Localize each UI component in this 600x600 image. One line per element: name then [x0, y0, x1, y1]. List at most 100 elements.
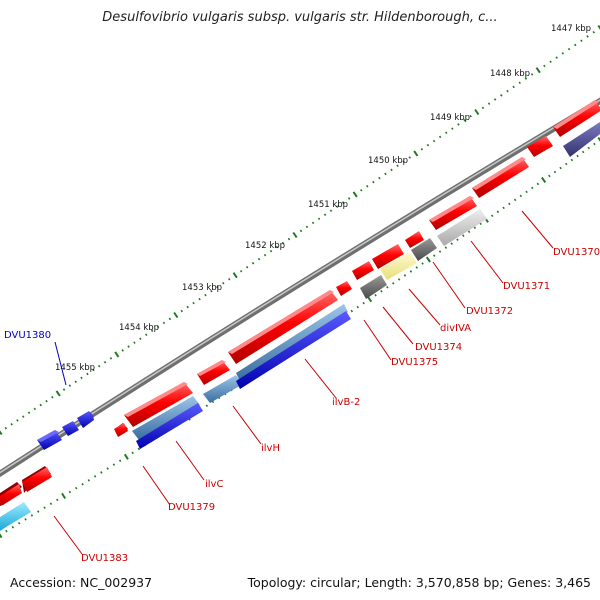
- minor-tick: [16, 419, 19, 422]
- minor-tick: [360, 189, 363, 192]
- gene-arrow: [0, 484, 22, 506]
- gene-arrow: [236, 304, 348, 381]
- minor-tick: [432, 139, 436, 143]
- gene-arrow: [405, 231, 424, 248]
- minor-tick: [366, 184, 369, 188]
- minor-tick: [92, 368, 95, 372]
- minor-tick: [438, 250, 442, 253]
- gene-arrow: [372, 244, 404, 269]
- minor-tick: [553, 170, 557, 174]
- minor-tick: [162, 321, 166, 325]
- minor-tick: [426, 143, 430, 147]
- gene-arrow: [236, 311, 351, 389]
- minor-tick: [487, 102, 491, 105]
- minor-tick: [559, 166, 562, 170]
- gene-arrow: [527, 136, 553, 157]
- genome-stats-text: Topology: circular; Length: 3,570,858 bp…: [247, 575, 591, 590]
- gene-arrow: [429, 196, 477, 230]
- minor-tick: [362, 301, 365, 305]
- genome-backbone: [0, 97, 600, 478]
- gene-label: DVU1374: [415, 342, 462, 353]
- major-tick: [597, 137, 600, 142]
- major-tick: [55, 390, 61, 397]
- minor-tick: [530, 73, 534, 76]
- minor-tick: [263, 253, 267, 257]
- minor-tick: [86, 372, 89, 376]
- gene-labels: DVU1370 DVU1371 DVU1372 divIVA DVU1374 D…: [81, 247, 600, 564]
- minor-tick: [37, 510, 40, 513]
- minor-tick: [549, 60, 552, 64]
- minor-tick: [444, 246, 448, 249]
- minor-tick: [97, 364, 101, 368]
- gene-arrow: [77, 411, 94, 428]
- dvu1380-genes: [37, 411, 94, 450]
- gene-arrow: [136, 403, 203, 449]
- minor-tick: [350, 309, 354, 313]
- gene-arrow: [336, 281, 352, 296]
- minor-tick: [299, 229, 303, 233]
- minor-tick: [17, 521, 21, 525]
- gene-label: DVU1372: [466, 306, 513, 317]
- minor-tick: [137, 447, 141, 451]
- minor-tick: [22, 415, 25, 418]
- major-tick: [597, 24, 600, 30]
- gene-arrow: [553, 100, 600, 137]
- minor-tick: [574, 43, 577, 47]
- minor-tick: [403, 274, 407, 277]
- minor-tick: [524, 77, 528, 80]
- minor-tick: [287, 237, 291, 241]
- major-tick: [352, 191, 358, 198]
- gene-label-dvu1380: DVU1380: [4, 330, 51, 341]
- minor-tick: [30, 514, 34, 517]
- major-tick: [114, 351, 120, 358]
- minor-tick: [239, 269, 243, 273]
- kbp-label: 1449 kbp: [430, 113, 470, 123]
- minor-tick: [100, 471, 103, 474]
- gene-arrow: [228, 290, 338, 364]
- minor-tick: [257, 257, 261, 261]
- minor-tick: [536, 182, 540, 186]
- kbp-scale: 1447 kbp 1448 kbp 1449 kbp 1450 kbp 1451…: [55, 24, 591, 373]
- minor-tick: [68, 490, 72, 494]
- minor-tick: [347, 197, 351, 200]
- gene-label: DVU1370: [553, 247, 600, 258]
- minor-tick: [496, 210, 500, 214]
- gene-label: DVU1379: [168, 502, 215, 513]
- minor-tick: [39, 403, 42, 407]
- minor-tick: [397, 278, 401, 281]
- gene-label: divIVA: [440, 323, 471, 334]
- minor-tick: [74, 380, 77, 384]
- minor-tick: [581, 150, 585, 154]
- minor-tick: [75, 486, 78, 490]
- minor-tick: [508, 202, 511, 206]
- minor-tick: [438, 135, 442, 139]
- minor-tick: [415, 266, 418, 269]
- minor-tick: [473, 226, 477, 230]
- accession-text: Accession: NC_002937: [10, 575, 153, 590]
- gene-arrow: [124, 382, 193, 427]
- minor-tick: [462, 234, 465, 237]
- minor-tick: [593, 142, 596, 146]
- minor-tick: [323, 213, 327, 217]
- minor-tick: [457, 123, 460, 126]
- minor-tick: [87, 479, 90, 482]
- minor-tick: [103, 360, 107, 364]
- minor-tick: [561, 52, 565, 55]
- gene-arrow: [37, 430, 62, 450]
- minor-tick: [186, 305, 189, 309]
- minor-tick: [216, 285, 219, 289]
- minor-tick: [281, 241, 285, 245]
- minor-tick: [62, 388, 66, 391]
- minor-tick: [356, 305, 359, 309]
- gene-arrow: [132, 396, 200, 440]
- gene-arrow: [203, 375, 243, 403]
- minor-tick: [222, 281, 225, 285]
- minor-tick: [506, 89, 509, 93]
- minor-tick: [180, 309, 183, 313]
- gene-label: ilvC: [205, 479, 223, 490]
- minor-tick: [269, 249, 273, 253]
- minor-tick: [51, 395, 54, 399]
- major-tick: [292, 231, 298, 239]
- minor-tick: [106, 467, 109, 470]
- minor-tick: [580, 39, 583, 42]
